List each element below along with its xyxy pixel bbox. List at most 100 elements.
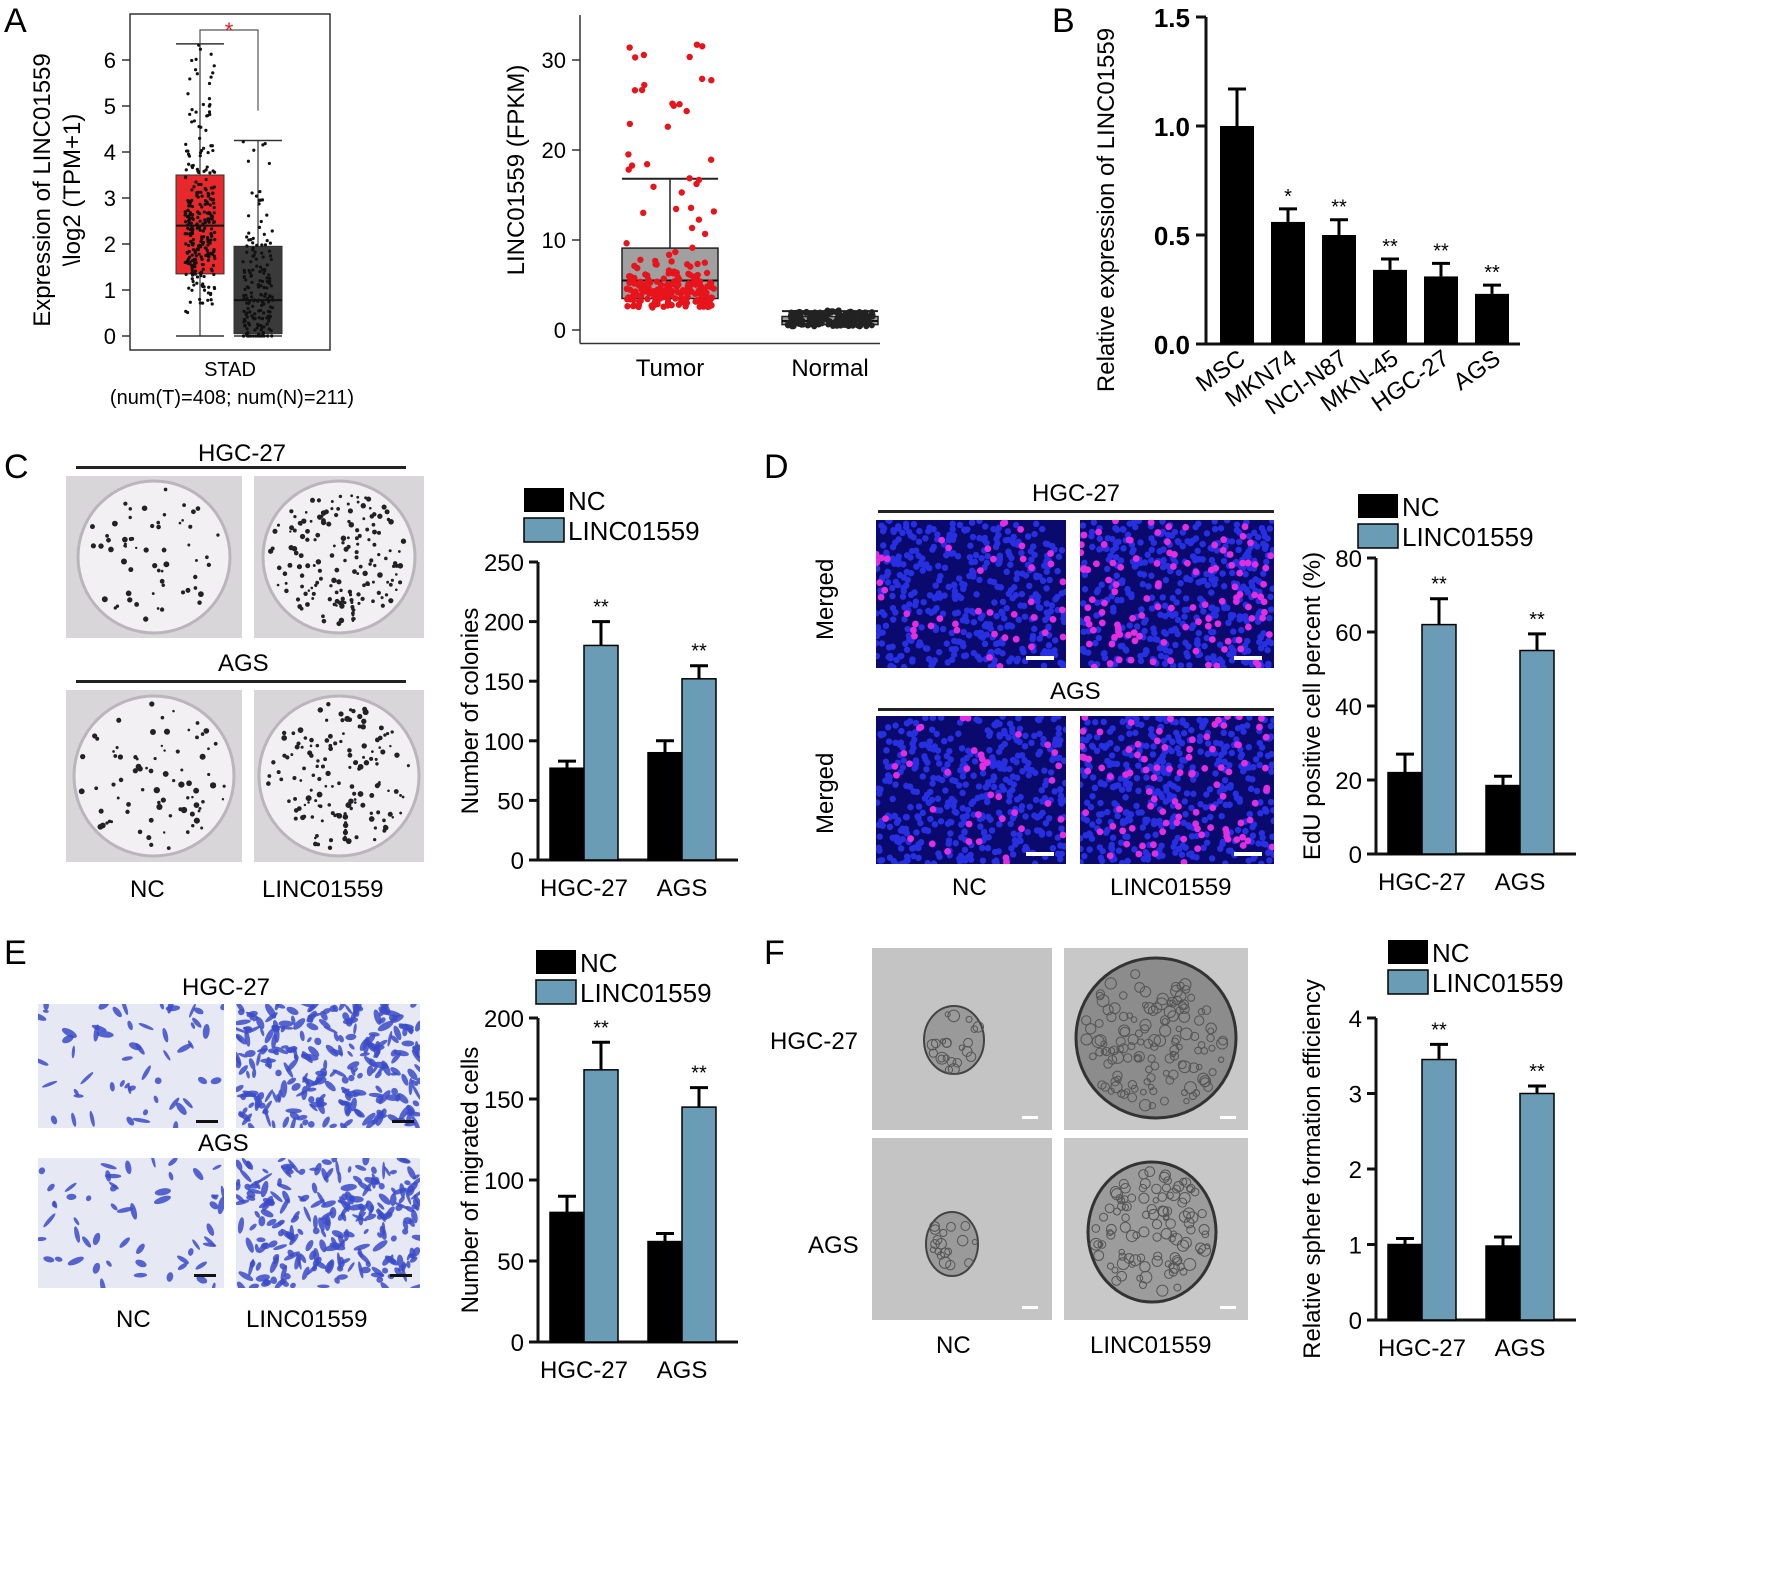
y-tick-label: 1.5: [1154, 3, 1190, 33]
x-tick-label: HGC-27: [540, 1357, 628, 1384]
legend-swatch-linc: [535, 979, 577, 1005]
chart-d-edu: 0 20 40 60 80 EdU positive cell percent (%) NC…: [1299, 492, 1576, 896]
tumor-points: [623, 41, 718, 311]
y-tick-label: 2: [1349, 1157, 1362, 1184]
x-tick-label: Tumor: [636, 355, 704, 382]
sphere-image-ags-nc: [872, 1138, 1052, 1320]
panel-letter-f: F: [764, 934, 785, 972]
panel-letter-e: E: [4, 934, 27, 972]
bar-linc-ags: [681, 678, 717, 861]
legend-label-linc: LINC01559: [580, 978, 712, 1008]
y-tick-label: 0: [511, 1330, 524, 1357]
colony-plate-hgc27-linc: [254, 476, 424, 638]
col-label-nc: NC: [130, 876, 165, 903]
x-axis-subtitle: (num(T)=408; num(N)=211): [110, 387, 354, 409]
chart-a1-stad-boxplot: 0 1 2 3 4 5 6 Expression of LINC01559 \log2 (TPM…: [29, 13, 354, 409]
legend-swatch-linc: [1357, 523, 1399, 549]
bar-linc-hgc-27: [1421, 623, 1457, 855]
group-line: [76, 680, 406, 683]
col-label-linc: LINC01559: [1110, 874, 1232, 901]
panel-letter-a: A: [4, 2, 27, 40]
bar-linc-ags: [1519, 649, 1555, 855]
bar-nc-hgc-27: [549, 767, 585, 861]
y-tick-label: 150: [484, 669, 524, 696]
bar-nc-ags: [647, 1240, 683, 1343]
significance-label: **: [1331, 197, 1347, 219]
x-tick-label: AGS: [1495, 869, 1546, 896]
y-tick-label: 4: [104, 140, 116, 165]
side-label-merged: Merged: [812, 752, 839, 834]
box-normal: [233, 245, 283, 335]
legend-label-linc: LINC01559: [1402, 522, 1534, 552]
significance-label: *: [1284, 186, 1292, 208]
y-tick-label: 60: [1335, 620, 1362, 647]
significance-label: **: [593, 597, 609, 619]
legend-swatch-nc: [1388, 940, 1428, 964]
legend-label-nc: NC: [580, 950, 618, 978]
legend-swatch-linc: [523, 517, 565, 543]
significance-label: **: [691, 1063, 707, 1085]
chart-c-colonies: 0 50 100 150 200 250 Number of colonies NCLINC0…: [457, 486, 738, 902]
y-tick-label: 200: [484, 610, 524, 637]
x-tick-label: AGS: [1448, 345, 1505, 396]
bar-linc-hgc-27: [583, 644, 619, 861]
y-tick-label: 100: [484, 729, 524, 756]
y-axis-label: Number of migrated cells: [457, 1047, 484, 1314]
col-label-linc: LINC01559: [1090, 1332, 1212, 1359]
x-tick-label: AGS: [1495, 1335, 1546, 1362]
legend-swatch-nc: [524, 488, 564, 512]
row-label-hgc27: HGC-27: [182, 974, 271, 1001]
y-tick-label: 50: [497, 788, 524, 815]
y-tick-label: 80: [1335, 546, 1362, 573]
bar-msc: [1220, 126, 1254, 344]
y-tick-label: 150: [484, 1087, 524, 1114]
y-tick-label: 20: [1335, 768, 1362, 795]
y-tick-label: 40: [1335, 694, 1362, 721]
chart-f-sphere: 0 1 2 3 4 Relative sphere formation efficienc…: [1299, 940, 1576, 1362]
y-tick-label: 100: [484, 1168, 524, 1195]
group-line: [76, 466, 406, 469]
legend-label-nc: NC: [1402, 492, 1440, 522]
bar-mkn74: [1271, 221, 1305, 344]
group-line: [878, 510, 1274, 513]
sphere-image-hgc27-linc: [1064, 948, 1248, 1130]
row-label-hgc27: HGC-27: [770, 1028, 859, 1055]
col-label-nc: NC: [952, 874, 987, 901]
panel-letter-c: C: [4, 448, 29, 486]
col-label-nc: NC: [116, 1306, 151, 1333]
sphere-image-hgc27-nc: [872, 948, 1052, 1130]
legend-swatch-nc: [1358, 494, 1398, 518]
group-line: [878, 708, 1274, 711]
y-tick-label: 250: [484, 550, 524, 577]
col-label-linc: LINC01559: [262, 876, 384, 903]
col-label-nc: NC: [936, 1332, 971, 1359]
y-tick-label: 0.0: [1154, 330, 1190, 360]
row-label-ags: AGS: [808, 1232, 859, 1259]
y-tick-label: 20: [542, 138, 566, 163]
colony-plate-hgc27-nc: [66, 476, 242, 638]
y-axis-label: Relative sphere formation efficiency: [1299, 979, 1326, 1359]
y-tick-label: 200: [484, 1006, 524, 1033]
significance-label: **: [1529, 1061, 1545, 1083]
y-tick-label: 0: [104, 324, 116, 349]
side-label-merged: Merged: [812, 558, 839, 640]
legend-label-linc: LINC01559: [1432, 968, 1564, 998]
colony-plate-ags-nc: [66, 690, 242, 862]
y-tick-label: 5: [104, 94, 116, 119]
y-tick-label: 0: [511, 848, 524, 875]
chart-a2-fpkm-boxplot: 0 10 20 30 LINC01559 (FPKM) Tumor Normal: [503, 15, 880, 382]
panel-letter-b: B: [1052, 2, 1075, 40]
y-axis-label: Number of colonies: [457, 608, 484, 815]
y-tick-label: 0.5: [1154, 221, 1190, 251]
y-tick-label: 2: [104, 232, 116, 257]
bar-linc-hgc-27: [583, 1069, 619, 1343]
bar-ags: [1475, 293, 1509, 344]
sphere-image-ags-linc: [1064, 1138, 1248, 1320]
y-tick-label: 50: [497, 1249, 524, 1276]
legend-label-linc: LINC01559: [568, 516, 700, 546]
bar-hgc-27: [1424, 276, 1458, 344]
row-label-ags: AGS: [1050, 678, 1101, 705]
significance-label: **: [1431, 1019, 1447, 1041]
jitter-points: [241, 140, 275, 338]
